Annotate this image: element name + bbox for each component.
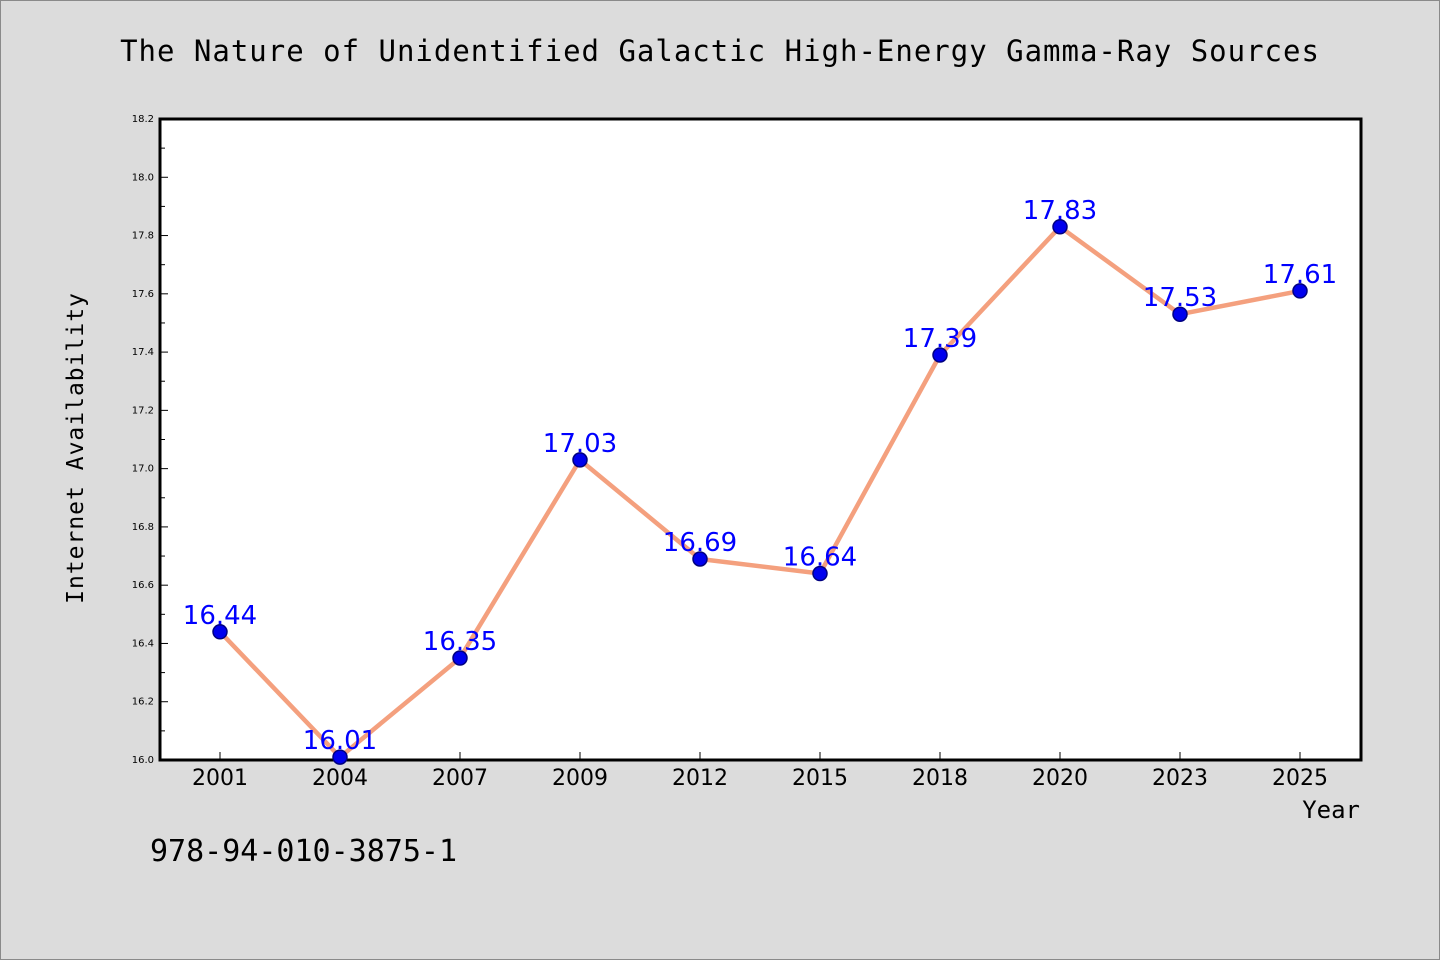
- data-point: [812, 565, 828, 582]
- x-tick-label: 2009: [552, 766, 608, 791]
- y-tick-label: 17.0: [132, 464, 154, 475]
- y-tick-label: 16.2: [132, 697, 154, 708]
- x-tick-label: 2018: [912, 766, 968, 791]
- x-tick-label: 2015: [792, 766, 848, 791]
- y-tick-label: 16.4: [132, 638, 154, 649]
- x-tick-label: 2023: [1152, 766, 1208, 791]
- y-tick-label: 16.0: [132, 755, 154, 766]
- chart-title: The Nature of Unidentified Galactic High…: [120, 34, 1320, 68]
- plot-area: [158, 117, 1363, 762]
- data-point: [1052, 219, 1068, 235]
- data-point: [572, 452, 588, 468]
- y-tick-label: 17.2: [132, 405, 154, 416]
- data-point: [932, 347, 948, 363]
- x-axis-label: Year: [1302, 796, 1360, 824]
- x-tick-label: 2004: [312, 766, 368, 791]
- data-point: [332, 749, 348, 765]
- y-tick-label: 18.2: [132, 114, 154, 125]
- series-line: [217, 224, 1303, 760]
- data-point: [212, 624, 228, 640]
- y-tick-label: 16.8: [132, 522, 154, 533]
- data-point: [692, 551, 708, 567]
- y-tick-label: 17.8: [132, 231, 154, 242]
- y-tick-label: 18.0: [132, 172, 154, 183]
- data-point: [452, 650, 468, 666]
- y-tick-label: 17.6: [132, 289, 154, 300]
- x-tick-label: 2025: [1272, 766, 1328, 791]
- x-tick-label: 2001: [192, 766, 248, 791]
- data-point: [1172, 306, 1188, 322]
- x-tick-label: 2007: [432, 766, 488, 791]
- y-tick-label: 17.4: [132, 347, 154, 358]
- data-point: [1292, 283, 1308, 299]
- x-tick-label: 2020: [1032, 766, 1088, 791]
- isbn-text: 978-94-010-3875-1: [150, 834, 458, 869]
- x-tick-label: 2012: [672, 766, 728, 791]
- y-tick-label: 16.6: [132, 580, 154, 591]
